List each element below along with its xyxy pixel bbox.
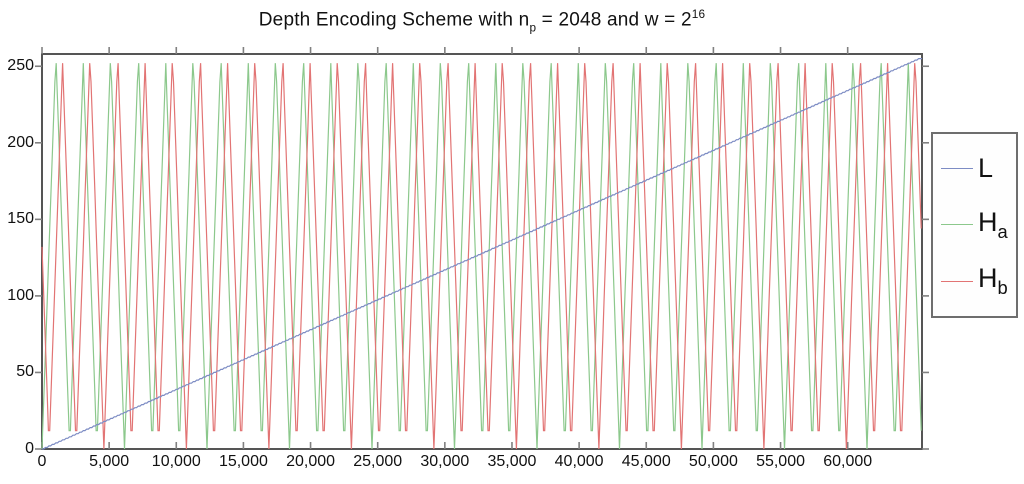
- y-tick-label: 150: [7, 210, 34, 228]
- series-line-H_b: [41, 63, 922, 450]
- x-tick-label: 60,000: [823, 453, 873, 470]
- y-tick-label: 200: [7, 133, 34, 151]
- y-tick-label: 250: [7, 57, 34, 75]
- legend-label-H_a: Ha: [978, 206, 1008, 242]
- x-tick-label: 25,000: [353, 453, 403, 470]
- y-tick-label: 100: [7, 286, 34, 304]
- title-segment: 16: [691, 8, 706, 21]
- x-tick-label: 40,000: [554, 453, 604, 470]
- x-tick-label: 20,000: [286, 453, 336, 470]
- legend-line-sample-H_a: [941, 224, 973, 226]
- x-tick-label: 55,000: [756, 453, 805, 470]
- legend-entry-H_a: Ha: [933, 197, 1016, 253]
- title-segment: = 2048 and w = 2: [536, 9, 692, 31]
- legend-line-sample-L: [941, 167, 973, 169]
- x-tick-label: 5,000: [89, 453, 130, 470]
- legend-entry-L: L: [933, 140, 1016, 196]
- y-tick-label: 50: [16, 363, 34, 381]
- x-tick-label: 10,000: [151, 453, 201, 470]
- x-tick-label: 30,000: [420, 453, 470, 470]
- legend-entry-H_b: Hb: [933, 254, 1016, 310]
- legend-label-subscript: b: [997, 277, 1008, 299]
- x-tick-label: 15,000: [218, 453, 268, 470]
- legend-line-sample-H_b: [941, 281, 973, 283]
- title-segment: p: [529, 21, 537, 35]
- legend-label-subscript: a: [997, 220, 1008, 242]
- x-tick-label: 35,000: [487, 453, 537, 470]
- series-line-L: [42, 57, 922, 450]
- legend-label-L: L: [978, 152, 994, 183]
- chart-title: Depth Encoding Scheme with np = 2048 and…: [42, 8, 922, 35]
- legend-box: L Ha Hb: [931, 132, 1018, 318]
- x-tick-label: 50,000: [688, 453, 738, 470]
- legend-label-H_b: Hb: [978, 263, 1008, 299]
- y-tick-label: 0: [25, 440, 34, 457]
- title-segment: Depth Encoding Scheme with n: [258, 9, 530, 31]
- series-line-H_a: [41, 63, 922, 450]
- x-tick-label: 0: [37, 453, 47, 470]
- x-tick-label: 45,000: [621, 453, 671, 470]
